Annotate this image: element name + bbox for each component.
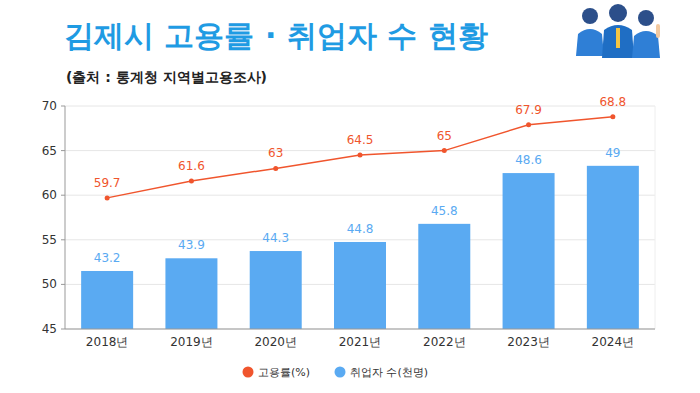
y-tick-label: 55 xyxy=(42,233,57,247)
y-tick xyxy=(61,106,65,107)
grid-line xyxy=(65,239,655,240)
page: {"chart_data": { "type": "bar", "title":… xyxy=(0,0,700,393)
line-marker xyxy=(442,148,447,153)
line-label: 63 xyxy=(268,146,283,160)
line-label: 67.9 xyxy=(515,103,542,117)
line-label: 59.7 xyxy=(94,176,121,190)
bar xyxy=(250,251,302,329)
y-tick xyxy=(61,329,65,330)
grid-line xyxy=(65,329,655,330)
line-label: 64.5 xyxy=(347,133,374,147)
title: 김제시 고용률 · 취업자 수 현황 xyxy=(64,18,488,53)
x-axis: 2018년 2019년 2020년 2021년 2022년 2023년 2024년 xyxy=(86,335,634,349)
y-axis: 45 50 55 60 65 70 xyxy=(42,99,65,336)
bar xyxy=(165,258,217,329)
legend-label: 고용률(%) xyxy=(258,366,310,379)
bar xyxy=(587,166,639,329)
line-label: 61.6 xyxy=(178,159,205,173)
x-tick-label: 2020년 xyxy=(254,335,297,349)
background xyxy=(0,0,700,393)
y-tick xyxy=(61,150,65,151)
bar-label: 44.3 xyxy=(262,231,289,245)
x-tick-label: 2022년 xyxy=(423,335,466,349)
legend-swatch xyxy=(243,367,254,378)
bar xyxy=(418,224,470,329)
bar xyxy=(503,173,555,329)
y-tick xyxy=(61,284,65,285)
grid-line xyxy=(65,195,655,196)
y-tick xyxy=(61,239,65,240)
line xyxy=(107,117,613,198)
x-tick-label: 2018년 xyxy=(86,335,129,349)
y-tick-label: 60 xyxy=(42,188,57,202)
grid xyxy=(65,106,655,329)
bar-label: 48.6 xyxy=(515,153,542,167)
data-labels: 43.2 43.9 44.3 44.8 45.8 48.6 49 59.7 61.6 63 64.5… xyxy=(94,95,626,265)
y-axis-line xyxy=(65,106,66,329)
bar-label: 43.9 xyxy=(178,238,205,252)
legend: 고용률(%) 취업자 수(천명) xyxy=(243,366,429,379)
people-icon xyxy=(576,4,660,58)
chart-svg: 김제시 고용률 · 취업자 수 현황 (출처 : 통계청 지역별고용조사) 45 50… xyxy=(0,0,700,393)
y-tick-label: 65 xyxy=(42,144,57,158)
line-marker xyxy=(358,153,363,158)
x-tick-label: 2019년 xyxy=(170,335,213,349)
x-axis-line xyxy=(65,329,655,330)
icon-body xyxy=(602,25,634,58)
icon-head xyxy=(609,4,627,22)
bar-label: 43.2 xyxy=(94,251,121,265)
marks xyxy=(81,114,639,329)
bar-label: 44.8 xyxy=(347,222,374,236)
line-label: 65 xyxy=(437,129,452,143)
icon-head xyxy=(638,10,654,26)
legend-swatch xyxy=(335,367,346,378)
y-tick-label: 70 xyxy=(42,99,57,113)
line-label: 68.8 xyxy=(599,95,626,109)
bar-label: 45.8 xyxy=(431,204,458,218)
y-tick xyxy=(61,195,65,196)
x-tick-label: 2024년 xyxy=(592,335,635,349)
line-marker xyxy=(105,195,110,200)
line-marker xyxy=(526,122,531,127)
y-tick-label: 45 xyxy=(42,322,57,336)
line-marker xyxy=(273,166,278,171)
subtitle: (출처 : 통계청 지역별고용조사) xyxy=(66,69,267,85)
x-tick-label: 2023년 xyxy=(507,335,550,349)
icon-body xyxy=(632,31,660,58)
y-tick-label: 50 xyxy=(42,277,57,291)
bar-label: 49 xyxy=(605,146,620,160)
legend-label: 취업자 수(천명) xyxy=(350,366,428,379)
icon-tie xyxy=(616,28,620,48)
chart-container: 김제시 고용률 · 취업자 수 현황 (출처 : 통계청 지역별고용조사) 45 50… xyxy=(0,0,700,393)
y2-axis-line xyxy=(655,106,656,329)
grid-line xyxy=(65,106,655,107)
line-marker xyxy=(610,114,615,119)
bar xyxy=(81,271,133,329)
icon-hand xyxy=(656,24,660,38)
grid-line xyxy=(65,150,655,151)
x-tick-label: 2021년 xyxy=(339,335,382,349)
bar xyxy=(334,242,386,329)
line-marker xyxy=(189,178,194,183)
icon-body xyxy=(576,29,604,56)
icon-head xyxy=(582,8,598,24)
